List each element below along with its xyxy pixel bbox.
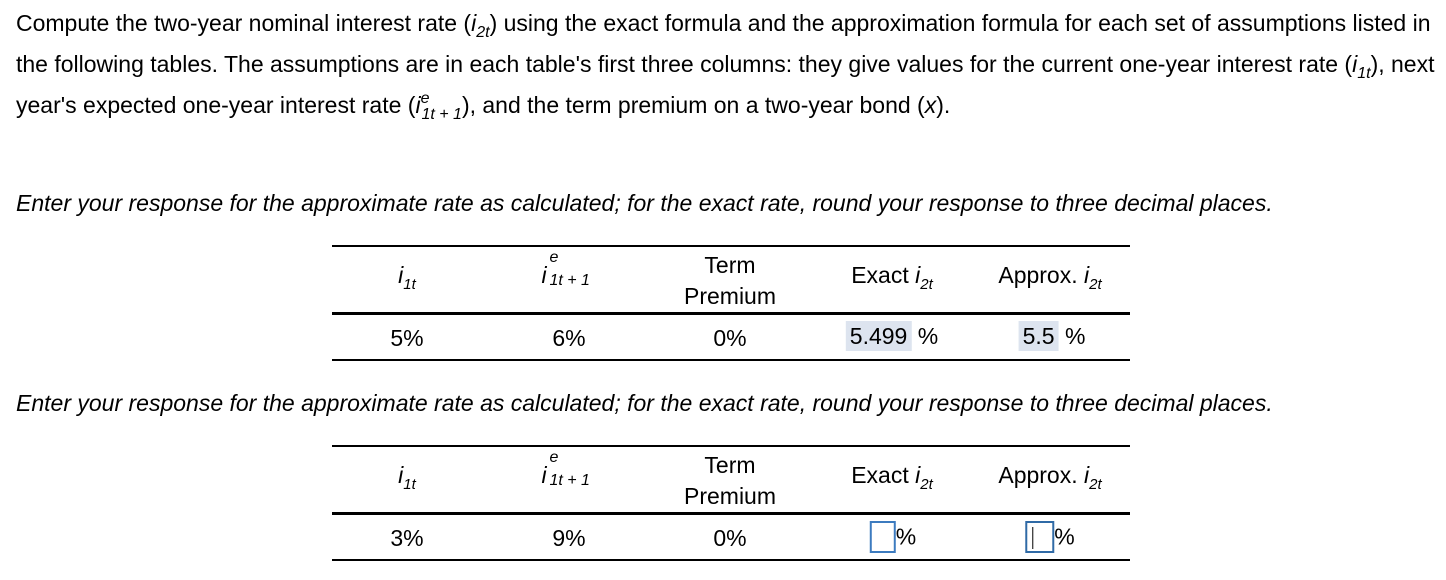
table-rule [332, 445, 1130, 447]
table-rule [332, 359, 1130, 361]
approx-rate-input[interactable] [1025, 521, 1055, 553]
instruction-1: Enter your response for the approximate … [16, 190, 1273, 216]
header-expected-rate: i e 1t + 1 [541, 449, 590, 489]
cell-i1t: 3% [390, 525, 424, 551]
instruction-2: Enter your response for the approximate … [16, 390, 1273, 416]
cell-i1t: 5% [390, 325, 424, 351]
header-approx: Approx. i2t [998, 262, 1102, 293]
table-rule [332, 312, 1130, 315]
cell-term-premium: 0% [713, 525, 747, 551]
exact-rate-input[interactable] [869, 521, 896, 553]
cell-expected-rate: 6% [552, 325, 586, 351]
table-rule [332, 245, 1130, 247]
cell-expected-rate: 9% [552, 525, 586, 551]
cell-exact-input: % [869, 521, 916, 553]
header-exact: Exact i2t [851, 462, 933, 493]
header-i1t: i1t [398, 462, 416, 493]
header-term-premium: Term Premium [683, 452, 777, 509]
question-intro: Compute the two-year nominal interest ra… [16, 10, 1435, 123]
cell-exact-answer: 5.499 % [845, 321, 938, 351]
header-exact: Exact i2t [851, 262, 933, 293]
approx-answer-value: 5.5 [1018, 321, 1059, 351]
header-approx: Approx. i2t [998, 462, 1102, 493]
header-expected-rate: i e 1t + 1 [541, 249, 590, 289]
table-rule [332, 512, 1130, 515]
header-i1t: i1t [398, 262, 416, 293]
cell-term-premium: 0% [713, 325, 747, 351]
exact-answer-value: 5.499 [845, 321, 912, 351]
cell-approx-answer: 5.5 % [1018, 321, 1085, 351]
header-term-premium: Term Premium [683, 252, 777, 309]
table-rule [332, 559, 1130, 561]
text-caret [1032, 527, 1034, 549]
cell-approx-input: % [1025, 521, 1075, 553]
